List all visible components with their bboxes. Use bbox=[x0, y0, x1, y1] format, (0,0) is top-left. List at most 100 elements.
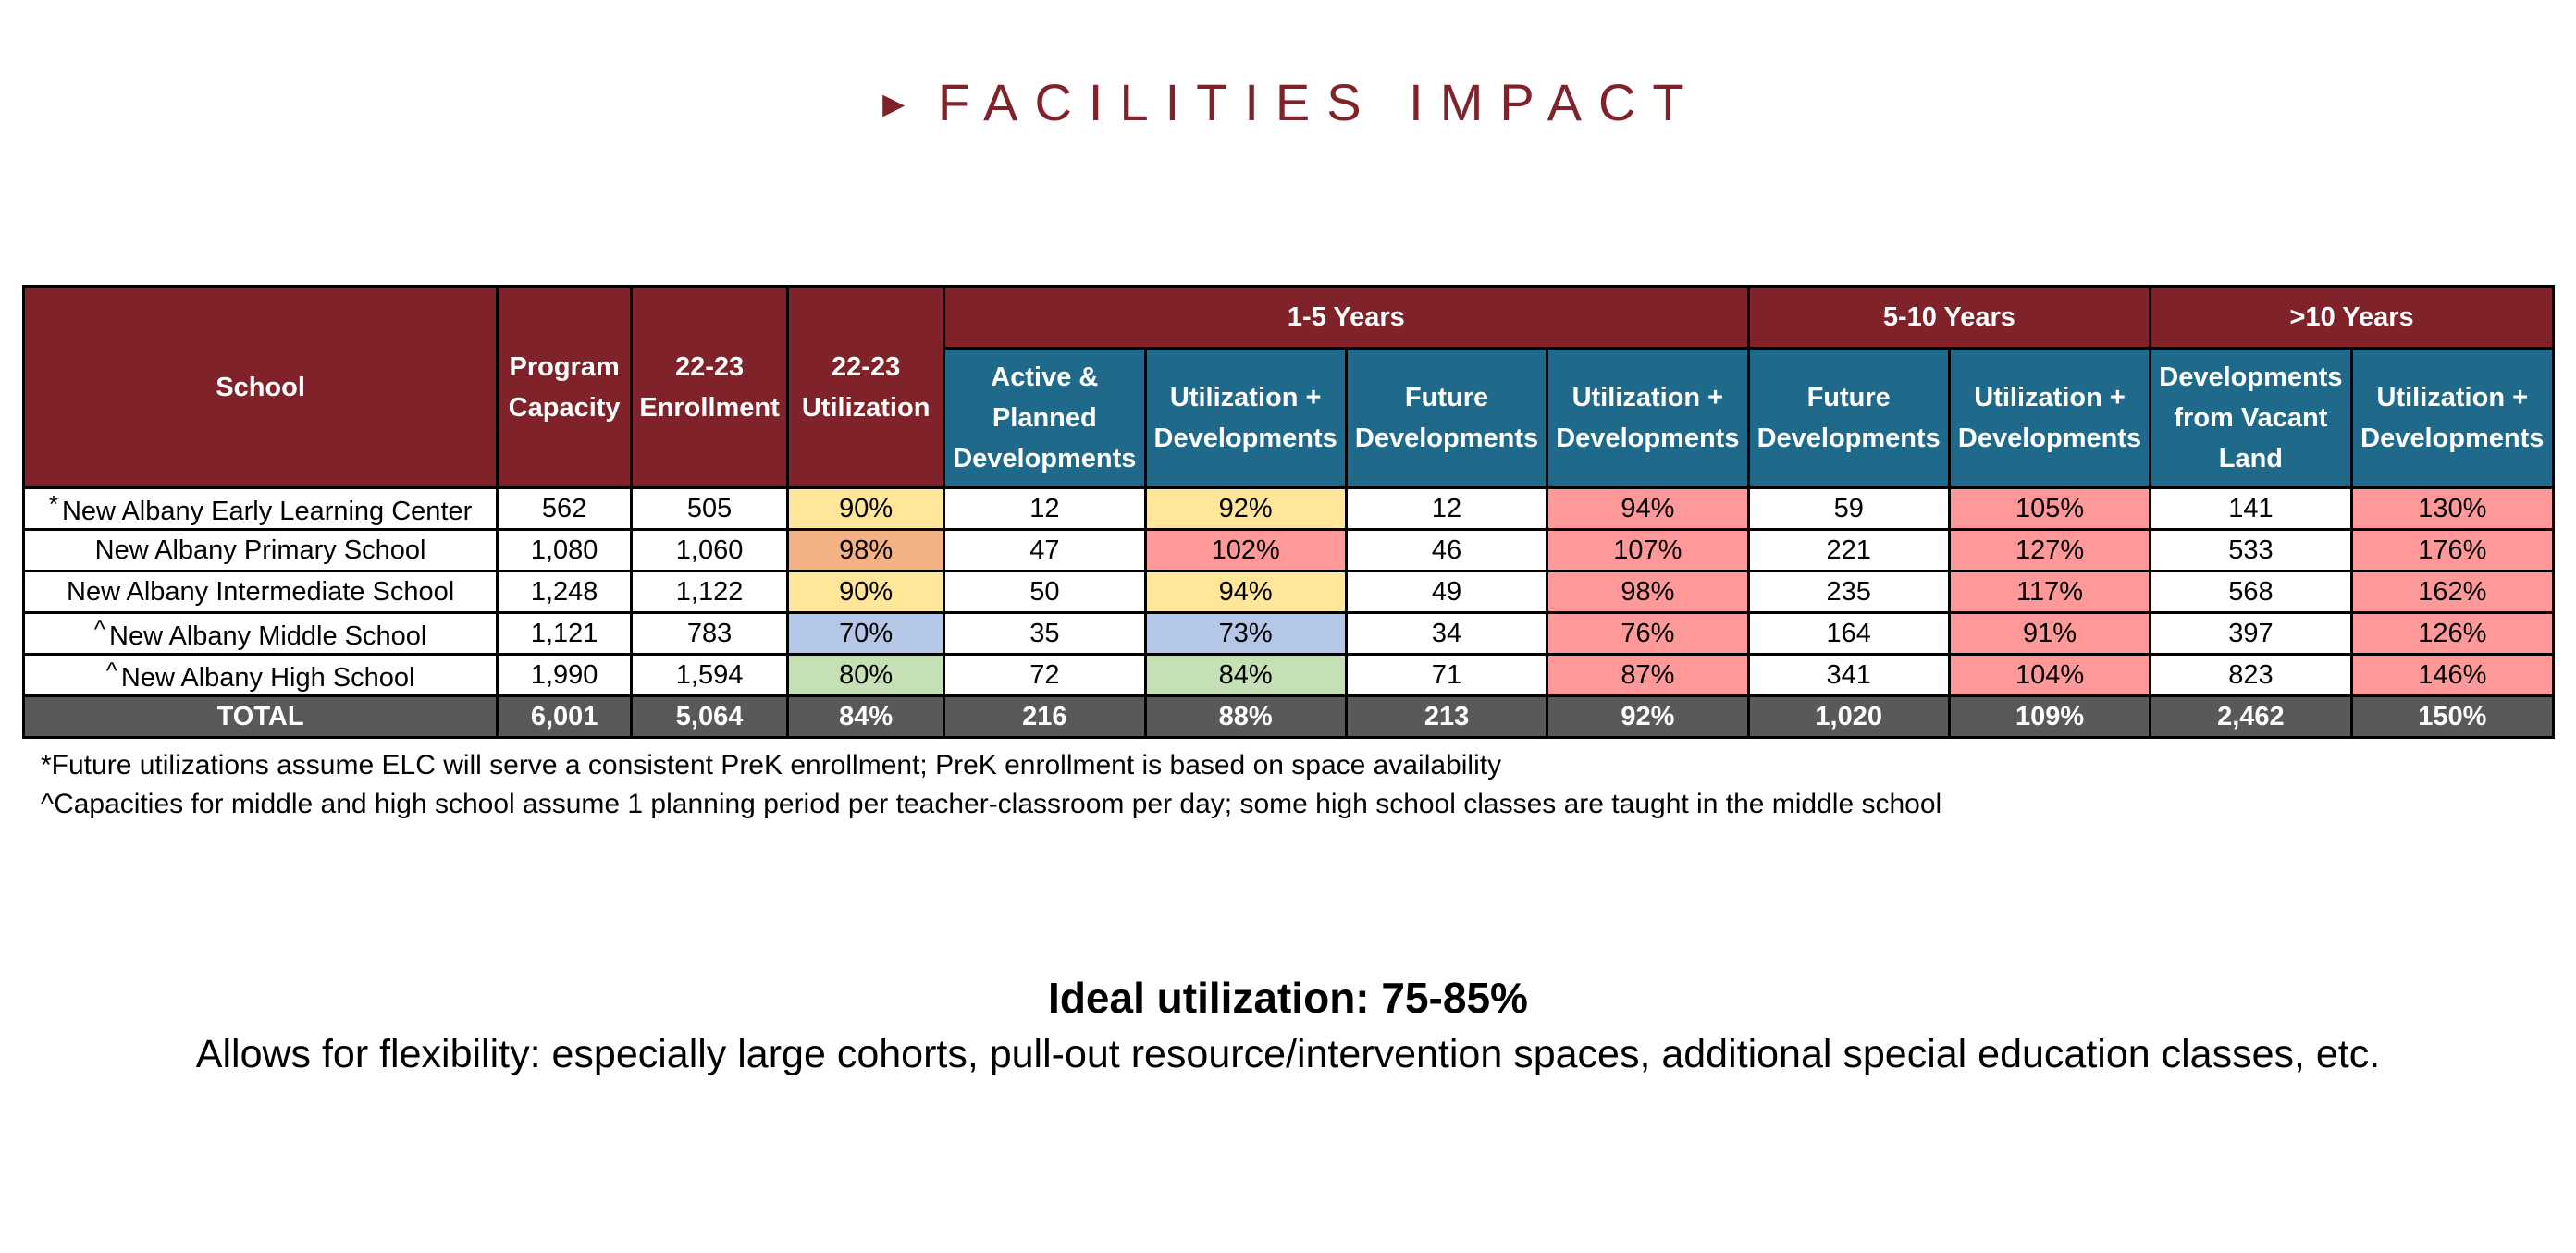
total-label: TOTAL bbox=[21, 694, 499, 739]
header-school: School bbox=[21, 285, 499, 489]
total-active-dev: 216 bbox=[943, 694, 1147, 739]
header-util-dev-2: Utilization + Developments bbox=[1546, 347, 1750, 489]
total-util-dev-1: 88% bbox=[1143, 694, 1348, 739]
utilization-cell: 90% bbox=[786, 570, 946, 614]
footnote-elc: *Future utilizations assume ELC will ser… bbox=[41, 750, 1502, 780]
vacant-land-cell: 397 bbox=[2149, 611, 2353, 656]
utilization-cell: 80% bbox=[786, 653, 946, 697]
total-util-dev-3: 109% bbox=[1947, 694, 2152, 739]
total-enrollment: 5,064 bbox=[630, 694, 790, 739]
future-dev-2-cell: 59 bbox=[1746, 486, 1951, 531]
future-dev-2-cell: 235 bbox=[1746, 570, 1951, 614]
school-name: New Albany Intermediate School bbox=[21, 570, 499, 614]
header-group-5-10-years: 5-10 Years bbox=[1746, 285, 2152, 350]
total-future-dev-1: 213 bbox=[1344, 694, 1549, 739]
table-row: ^ New Albany High School 1,990 1,594 80% … bbox=[21, 653, 2556, 697]
header-capacity: Program Capacity bbox=[496, 285, 634, 489]
util-dev-4-cell: 130% bbox=[2349, 486, 2556, 531]
table-row: New Albany Intermediate School 1,248 1,1… bbox=[21, 570, 2556, 614]
facilities-table: School Program Capacity 22-23 Enrollment 2… bbox=[21, 285, 2556, 739]
enrollment-cell: 783 bbox=[630, 611, 790, 656]
enrollment-cell: 1,060 bbox=[630, 528, 790, 572]
page-title-text: FACILITIES IMPACT bbox=[937, 73, 1701, 131]
util-dev-4-cell: 126% bbox=[2349, 611, 2556, 656]
header-group-1-5-years: 1-5 Years bbox=[943, 285, 1750, 350]
total-util-dev-4: 150% bbox=[2349, 694, 2556, 739]
capacity-cell: 1,990 bbox=[496, 653, 634, 697]
util-dev-1-cell: 84% bbox=[1143, 653, 1348, 697]
header-group-row: School Program Capacity 22-23 Enrollment 2… bbox=[21, 285, 2555, 489]
footnote-capacities: ^Capacities for middle and high school a… bbox=[41, 789, 1942, 819]
util-dev-1-cell: 94% bbox=[1143, 570, 1348, 614]
capacity-cell: 1,248 bbox=[496, 570, 634, 614]
utilization-cell: 90% bbox=[786, 486, 946, 531]
active-dev-cell: 47 bbox=[943, 528, 1147, 572]
triangle-right-icon: ► bbox=[875, 84, 912, 125]
table-row: * New Albany Early Learning Center 562 50… bbox=[21, 486, 2556, 531]
capacity-cell: 1,080 bbox=[496, 528, 634, 572]
util-dev-3-cell: 117% bbox=[1947, 570, 2152, 614]
util-dev-2-cell: 107% bbox=[1546, 528, 1750, 572]
header-util-dev-1: Utilization + Developments bbox=[1143, 347, 1348, 489]
header-util-dev-3: Utilization + Developments bbox=[1947, 347, 2152, 489]
ideal-utilization-heading: Ideal utilization: 75-85% bbox=[1048, 974, 1528, 1022]
util-dev-3-cell: 104% bbox=[1947, 653, 2152, 697]
school-name: ^ New Albany Middle School bbox=[21, 611, 499, 656]
school-name: New Albany Primary School bbox=[21, 528, 499, 572]
header-future-dev-2: Future Developments bbox=[1746, 347, 1951, 489]
util-dev-3-cell: 105% bbox=[1947, 486, 2152, 531]
header-util-dev-4: Utilization + Developments bbox=[2349, 347, 2556, 489]
flexibility-note: Allows for flexibility: especially large… bbox=[195, 1032, 2381, 1076]
header-active-planned: Active & Planned Developments bbox=[943, 347, 1147, 489]
header-enrollment: 22-23 Enrollment bbox=[630, 285, 790, 489]
page-title: ► FACILITIES IMPACT bbox=[0, 72, 2576, 132]
utilization-cell: 70% bbox=[786, 611, 946, 656]
future-dev-1-cell: 49 bbox=[1344, 570, 1549, 614]
school-name: * New Albany Early Learning Center bbox=[21, 486, 499, 531]
util-dev-4-cell: 176% bbox=[2349, 528, 2556, 572]
enrollment-cell: 505 bbox=[630, 486, 790, 531]
future-dev-1-cell: 34 bbox=[1344, 611, 1549, 656]
header-sub-row: Active & Planned Developments Utilization … bbox=[24, 347, 2556, 489]
future-dev-1-cell: 46 bbox=[1344, 528, 1549, 572]
util-dev-1-cell: 73% bbox=[1143, 611, 1348, 656]
vacant-land-cell: 823 bbox=[2149, 653, 2353, 697]
utilization-cell: 98% bbox=[786, 528, 946, 572]
active-dev-cell: 72 bbox=[943, 653, 1147, 697]
util-dev-1-cell: 102% bbox=[1143, 528, 1348, 572]
util-dev-2-cell: 87% bbox=[1546, 653, 1750, 697]
util-dev-2-cell: 94% bbox=[1546, 486, 1750, 531]
capacity-cell: 562 bbox=[496, 486, 634, 531]
active-dev-cell: 12 bbox=[943, 486, 1147, 531]
total-vacant-land: 2,462 bbox=[2149, 694, 2353, 739]
vacant-land-cell: 533 bbox=[2149, 528, 2353, 572]
vacant-land-cell: 141 bbox=[2149, 486, 2353, 531]
active-dev-cell: 35 bbox=[943, 611, 1147, 656]
header-vacant-land: Developments from Vacant Land bbox=[2149, 347, 2353, 489]
total-row: TOTAL 6,001 5,064 84% 216 88% 213 92% 1,… bbox=[21, 694, 2556, 739]
total-utilization: 84% bbox=[786, 694, 946, 739]
header-future-dev-1: Future Developments bbox=[1344, 347, 1549, 489]
future-dev-2-cell: 164 bbox=[1746, 611, 1951, 656]
util-dev-3-cell: 127% bbox=[1947, 528, 2152, 572]
total-future-dev-2: 1,020 bbox=[1746, 694, 1951, 739]
table-row: ^ New Albany Middle School 1,121 783 70% … bbox=[21, 611, 2556, 656]
total-capacity: 6,001 bbox=[496, 694, 634, 739]
table-row: New Albany Primary School 1,080 1,060 98… bbox=[21, 528, 2556, 572]
future-dev-1-cell: 71 bbox=[1344, 653, 1549, 697]
future-dev-1-cell: 12 bbox=[1344, 486, 1549, 531]
school-name: ^ New Albany High School bbox=[21, 653, 499, 697]
util-dev-4-cell: 162% bbox=[2349, 570, 2556, 614]
util-dev-1-cell: 92% bbox=[1143, 486, 1348, 531]
vacant-land-cell: 568 bbox=[2149, 570, 2353, 614]
future-dev-2-cell: 221 bbox=[1746, 528, 1951, 572]
util-dev-2-cell: 76% bbox=[1546, 611, 1750, 656]
active-dev-cell: 50 bbox=[943, 570, 1147, 614]
capacity-cell: 1,121 bbox=[496, 611, 634, 656]
enrollment-cell: 1,122 bbox=[630, 570, 790, 614]
total-util-dev-2: 92% bbox=[1546, 694, 1750, 739]
header-group-over-10-years: >10 Years bbox=[2149, 285, 2555, 350]
enrollment-cell: 1,594 bbox=[630, 653, 790, 697]
util-dev-4-cell: 146% bbox=[2349, 653, 2556, 697]
util-dev-2-cell: 98% bbox=[1546, 570, 1750, 614]
